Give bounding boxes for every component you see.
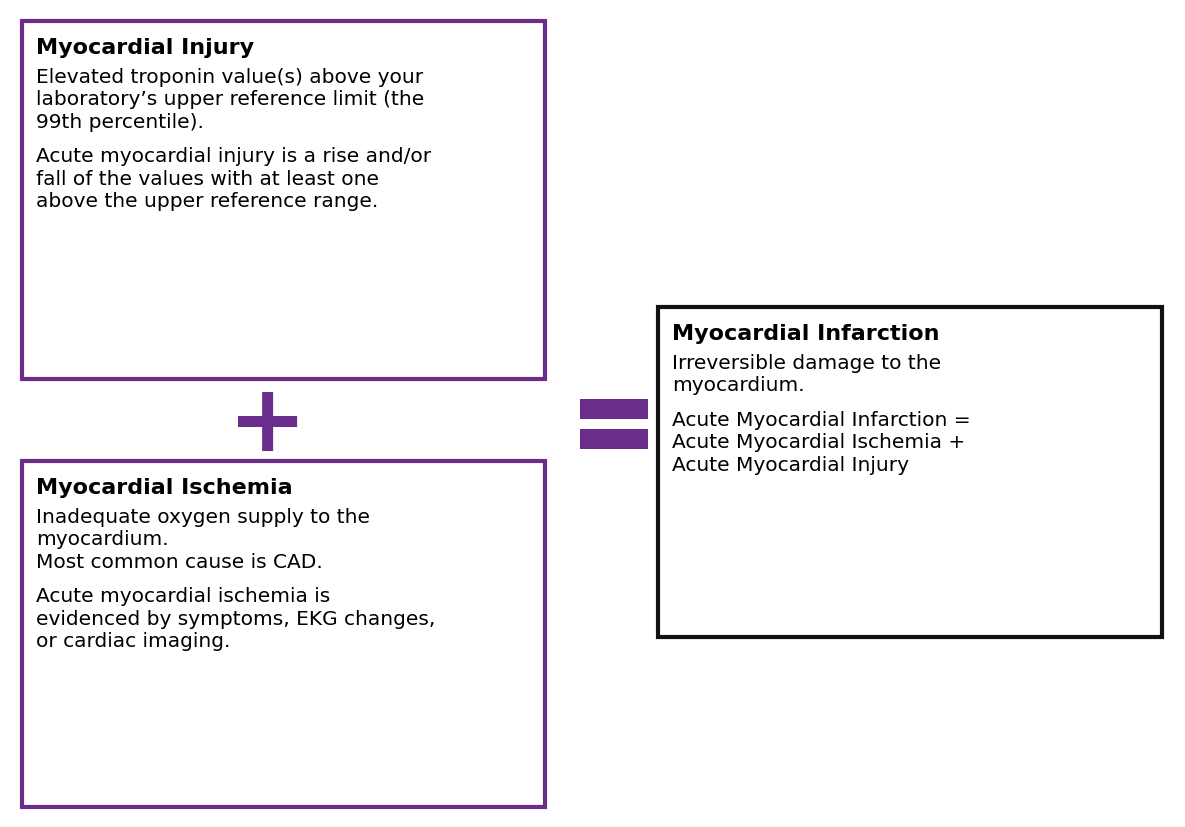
Text: Myocardial Injury: Myocardial Injury — [36, 38, 254, 58]
Bar — [579, 399, 648, 419]
Text: evidenced by symptoms, EKG changes,: evidenced by symptoms, EKG changes, — [36, 609, 435, 628]
Text: myocardium.: myocardium. — [672, 375, 805, 394]
Text: Acute myocardial ischemia is: Acute myocardial ischemia is — [36, 586, 331, 605]
Bar — [579, 429, 648, 449]
Text: or cardiac imaging.: or cardiac imaging. — [36, 632, 230, 651]
Text: Acute Myocardial Injury: Acute Myocardial Injury — [672, 456, 909, 475]
Text: Irreversible damage to the: Irreversible damage to the — [672, 353, 941, 372]
Text: myocardium.: myocardium. — [36, 529, 168, 548]
Text: +: + — [229, 379, 308, 471]
Text: Most common cause is CAD.: Most common cause is CAD. — [36, 552, 322, 571]
Text: fall of the values with at least one: fall of the values with at least one — [36, 170, 379, 189]
Bar — [23, 461, 545, 807]
Text: above the upper reference range.: above the upper reference range. — [36, 192, 378, 211]
Text: Elevated troponin value(s) above your: Elevated troponin value(s) above your — [36, 68, 423, 87]
Text: Acute myocardial injury is a rise and/or: Acute myocardial injury is a rise and/or — [36, 147, 431, 166]
Text: Acute Myocardial Ischemia +: Acute Myocardial Ischemia + — [672, 433, 966, 452]
Text: laboratory’s upper reference limit (the: laboratory’s upper reference limit (the — [36, 90, 424, 109]
Bar — [23, 22, 545, 380]
Text: 99th percentile).: 99th percentile). — [36, 112, 204, 131]
Text: Acute Myocardial Infarction =: Acute Myocardial Infarction = — [672, 410, 971, 429]
Text: Inadequate oxygen supply to the: Inadequate oxygen supply to the — [36, 507, 370, 526]
Text: Myocardial Ischemia: Myocardial Ischemia — [36, 477, 293, 497]
Text: Myocardial Infarction: Myocardial Infarction — [672, 323, 940, 343]
Bar — [658, 308, 1162, 638]
